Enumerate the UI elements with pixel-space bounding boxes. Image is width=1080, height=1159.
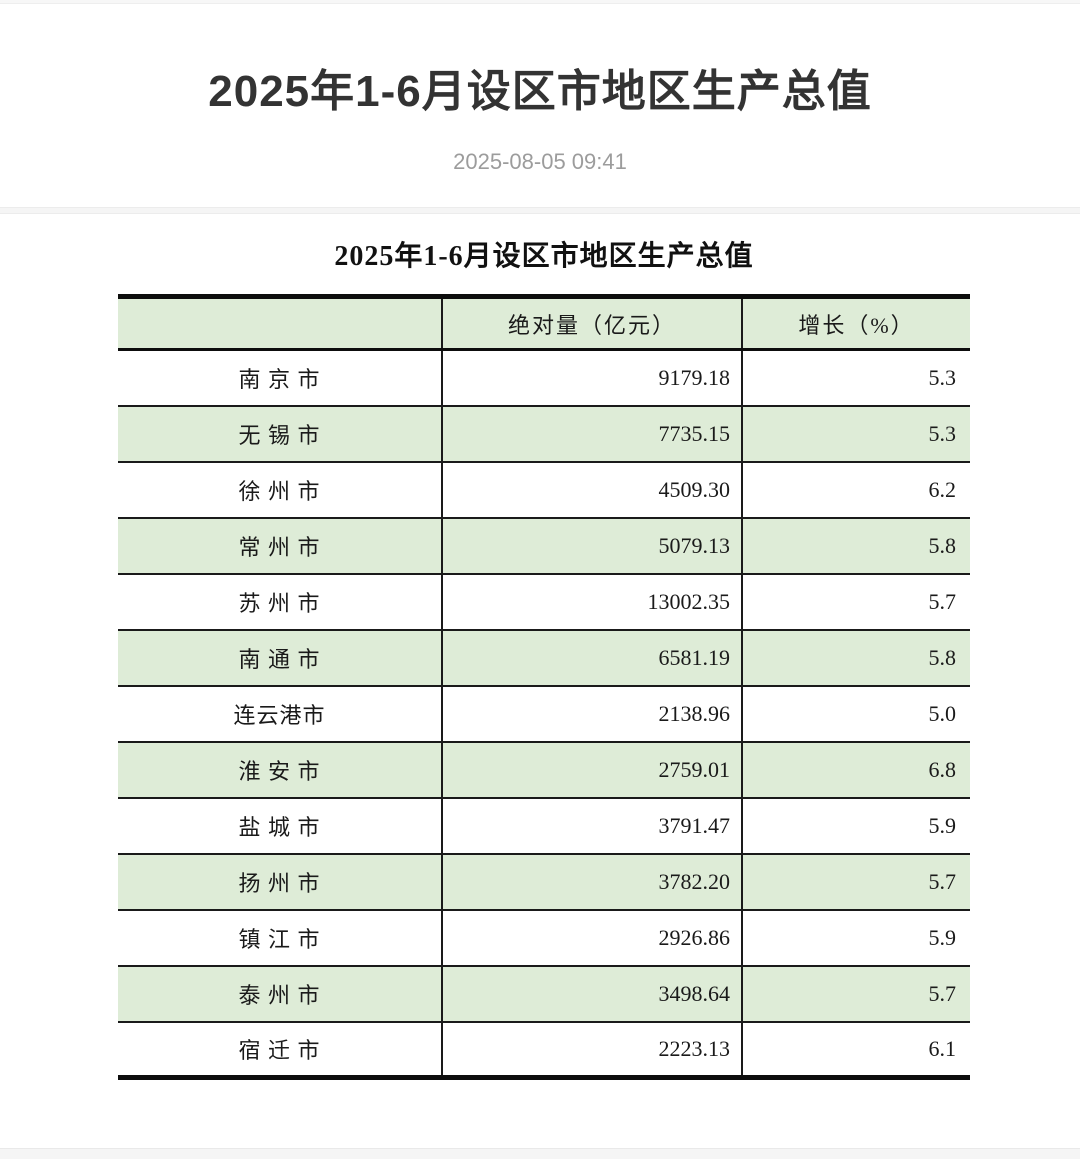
header-cell-growth: 增长（%） bbox=[741, 296, 970, 351]
city-cell: 无 锡 市 bbox=[118, 405, 442, 463]
table-row: 宿 迁 市 2223.13 6.1 bbox=[118, 1021, 970, 1079]
article-body: 2025年1-6月设区市地区生产总值 绝对量（亿元） 增长（%） 南 京 市 9… bbox=[118, 214, 970, 1080]
page-footer bbox=[0, 1148, 1080, 1159]
table-body: 南 京 市 9179.18 5.3 无 锡 市 7735.15 5.3 徐 州 … bbox=[118, 349, 970, 1079]
table-header: 绝对量（亿元） 增长（%） bbox=[118, 296, 970, 351]
article-header: 2025年1-6月设区市地区生产总值 2025-08-05 09:41 bbox=[0, 4, 1080, 207]
publish-date: 2025-08-05 09:41 bbox=[453, 149, 627, 174]
section-divider bbox=[0, 207, 1080, 214]
table-row: 南 京 市 9179.18 5.3 bbox=[118, 349, 970, 407]
growth-cell: 5.3 bbox=[741, 405, 970, 463]
city-cell: 南 京 市 bbox=[118, 349, 442, 407]
value-cell: 2223.13 bbox=[441, 1021, 742, 1079]
table-row: 镇 江 市 2926.86 5.9 bbox=[118, 909, 970, 967]
city-cell: 连云港市 bbox=[118, 685, 442, 743]
city-cell: 南 通 市 bbox=[118, 629, 442, 687]
header-cell-value: 绝对量（亿元） bbox=[441, 296, 742, 351]
header-cell-city bbox=[118, 296, 442, 351]
city-cell: 徐 州 市 bbox=[118, 461, 442, 519]
table-row: 徐 州 市 4509.30 6.2 bbox=[118, 461, 970, 519]
growth-cell: 5.7 bbox=[741, 853, 970, 911]
value-cell: 3498.64 bbox=[441, 965, 742, 1023]
table-row: 苏 州 市 13002.35 5.7 bbox=[118, 573, 970, 631]
value-cell: 2926.86 bbox=[441, 909, 742, 967]
page-title: 2025年1-6月设区市地区生产总值 bbox=[208, 67, 872, 116]
table-row: 盐 城 市 3791.47 5.9 bbox=[118, 797, 970, 855]
gdp-table: 绝对量（亿元） 增长（%） 南 京 市 9179.18 5.3 无 锡 市 77… bbox=[118, 294, 970, 1080]
city-cell: 扬 州 市 bbox=[118, 853, 442, 911]
table-row: 南 通 市 6581.19 5.8 bbox=[118, 629, 970, 687]
value-cell: 6581.19 bbox=[441, 629, 742, 687]
city-cell: 泰 州 市 bbox=[118, 965, 442, 1023]
growth-cell: 6.1 bbox=[741, 1021, 970, 1079]
page-top-border bbox=[0, 0, 1080, 4]
growth-cell: 5.7 bbox=[741, 573, 970, 631]
table-row: 扬 州 市 3782.20 5.7 bbox=[118, 853, 970, 911]
city-cell: 淮 安 市 bbox=[118, 741, 442, 799]
value-cell: 2138.96 bbox=[441, 685, 742, 743]
table-title: 2025年1-6月设区市地区生产总值 bbox=[334, 241, 754, 272]
value-cell: 3791.47 bbox=[441, 797, 742, 855]
city-cell: 常 州 市 bbox=[118, 517, 442, 575]
value-cell: 9179.18 bbox=[441, 349, 742, 407]
growth-cell: 6.2 bbox=[741, 461, 970, 519]
table-row: 淮 安 市 2759.01 6.8 bbox=[118, 741, 970, 799]
growth-cell: 6.8 bbox=[741, 741, 970, 799]
city-cell: 镇 江 市 bbox=[118, 909, 442, 967]
table-header-row: 绝对量（亿元） 增长（%） bbox=[118, 296, 970, 351]
growth-cell: 5.9 bbox=[741, 797, 970, 855]
value-cell: 5079.13 bbox=[441, 517, 742, 575]
value-cell: 2759.01 bbox=[441, 741, 742, 799]
table-row: 连云港市 2138.96 5.0 bbox=[118, 685, 970, 743]
growth-cell: 5.9 bbox=[741, 909, 970, 967]
value-cell: 7735.15 bbox=[441, 405, 742, 463]
growth-cell: 5.0 bbox=[741, 685, 970, 743]
growth-cell: 5.8 bbox=[741, 517, 970, 575]
city-cell: 盐 城 市 bbox=[118, 797, 442, 855]
table-row: 无 锡 市 7735.15 5.3 bbox=[118, 405, 970, 463]
growth-cell: 5.7 bbox=[741, 965, 970, 1023]
table-row: 泰 州 市 3498.64 5.7 bbox=[118, 965, 970, 1023]
city-cell: 宿 迁 市 bbox=[118, 1021, 442, 1079]
value-cell: 4509.30 bbox=[441, 461, 742, 519]
growth-cell: 5.3 bbox=[741, 349, 970, 407]
value-cell: 13002.35 bbox=[441, 573, 742, 631]
table-row: 常 州 市 5079.13 5.8 bbox=[118, 517, 970, 575]
city-cell: 苏 州 市 bbox=[118, 573, 442, 631]
growth-cell: 5.8 bbox=[741, 629, 970, 687]
value-cell: 3782.20 bbox=[441, 853, 742, 911]
